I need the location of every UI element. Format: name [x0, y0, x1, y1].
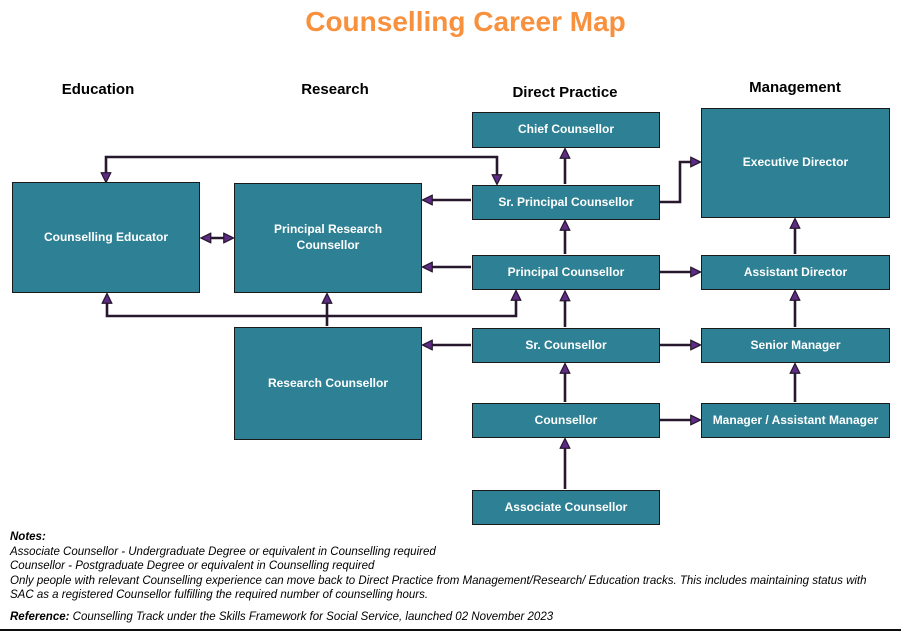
column-header-research: Research — [301, 81, 369, 98]
box-sr-counsellor: Sr. Counsellor — [472, 328, 660, 363]
reference-text: Counselling Track under the Skills Frame… — [69, 611, 554, 623]
arrow-sr-principal-to-exec-director — [660, 162, 699, 204]
column-header-direct-practice: Direct Practice — [512, 84, 618, 101]
arrow-educator-sr-principal-bidirectional — [106, 155, 497, 183]
note-line-1: Associate Counsellor - Undergraduate Deg… — [10, 545, 436, 558]
reference-line: Reference: Counselling Track under the S… — [10, 611, 890, 623]
box-counselling-educator: Counselling Educator — [12, 182, 200, 293]
box-manager-assistant-manager: Manager / Assistant Manager — [701, 403, 890, 438]
note-line-2: Counsellor - Postgraduate Degree or equi… — [10, 560, 375, 573]
bottom-divider — [0, 629, 901, 632]
box-research-counsellor: Research Counsellor — [234, 327, 422, 440]
reference-label: Reference: — [10, 611, 70, 623]
box-associate-counsellor: Associate Counsellor — [472, 490, 660, 525]
notes-block: Notes: Associate Counsellor - Undergradu… — [10, 530, 876, 603]
box-senior-manager: Senior Manager — [701, 328, 890, 363]
box-principal-counsellor: Principal Counsellor — [472, 255, 660, 290]
arrow-educator-principal-bidirectional — [107, 292, 516, 318]
box-sr-principal-counsellor: Sr. Principal Counsellor — [472, 185, 660, 220]
box-chief-counsellor: Chief Counsellor — [472, 112, 660, 148]
box-principal-research-counsellor: Principal Research Counsellor — [234, 183, 422, 293]
notes-heading: Notes: — [10, 531, 46, 543]
box-executive-director: Executive Director — [701, 108, 890, 218]
box-assistant-director: Assistant Director — [701, 255, 890, 290]
box-counsellor: Counsellor — [472, 403, 660, 438]
page-title: Counselling Career Map — [305, 6, 626, 37]
column-header-education: Education — [61, 81, 135, 98]
column-header-management: Management — [749, 79, 841, 96]
note-line-3: Only people with relevant Counselling ex… — [10, 574, 867, 602]
